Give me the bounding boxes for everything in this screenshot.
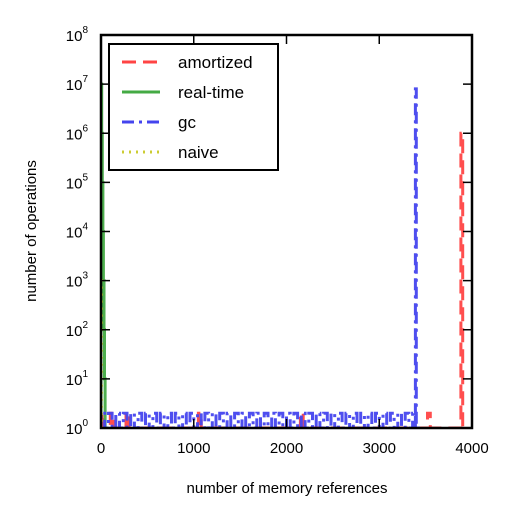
x-tick-label: 2000: [270, 440, 303, 457]
x-axis-ticks: 0 1000 2000 3000 4000: [97, 35, 489, 457]
y-tick-label: 104: [66, 222, 89, 242]
y-tick-label: 102: [66, 320, 89, 340]
x-tick-label: 4000: [455, 440, 488, 457]
y-axis-label: number of operations: [23, 160, 40, 302]
y-tick-label: 101: [66, 369, 89, 389]
y-tick-label: 108: [66, 25, 89, 45]
y-tick-label: 106: [66, 123, 89, 143]
x-tick-label: 1000: [177, 440, 210, 457]
y-tick-label: 105: [66, 172, 89, 192]
legend: amortized real-time gc naive: [108, 43, 279, 171]
y-axis-ticks: 100 101 102 103 104 105 106 107 108: [66, 25, 472, 438]
legend-label-amortized: amortized: [178, 53, 253, 72]
legend-frame: [108, 43, 279, 171]
legend-entries: amortized real-time gc naive: [122, 53, 253, 162]
series-gc-line: [101, 87, 421, 428]
x-tick-label: 0: [97, 440, 105, 457]
y-tick-label: 100: [66, 418, 89, 438]
y-tick-label: 103: [66, 271, 89, 291]
x-tick-label: 3000: [363, 440, 396, 457]
series-amortized-line: [101, 131, 465, 428]
y-tick-label: 107: [66, 74, 89, 94]
x-axis-label: number of memory references: [187, 480, 388, 497]
legend-label-naive: naive: [178, 143, 219, 162]
legend-label-gc: gc: [178, 113, 196, 132]
legend-label-real-time: real-time: [178, 83, 244, 102]
